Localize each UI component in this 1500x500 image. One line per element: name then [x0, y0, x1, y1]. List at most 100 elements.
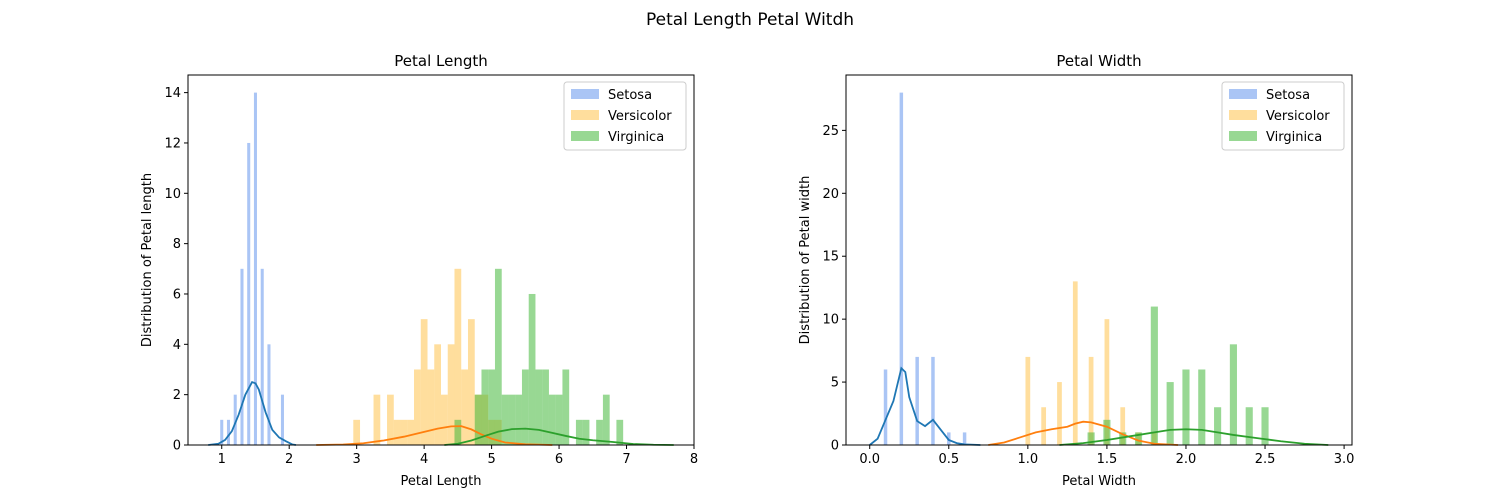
- x-tick-label: 1.5: [1097, 452, 1118, 467]
- y-tick-label: 12: [164, 136, 181, 151]
- legend-label-setosa: Setosa: [608, 88, 652, 103]
- chart-panel-2: 0.0 0.5 1.0 1.5 2.0 2.5 3.0 0 5 10 15 20 25 Petal Wid…: [798, 52, 1354, 489]
- kde-line-virginica: [1059, 428, 1329, 446]
- legend-swatch-versicolor: [1229, 110, 1257, 120]
- kde-line-virginica: [444, 427, 674, 446]
- bar-virginica-8: [1198, 369, 1206, 445]
- bar-setosa-3: [915, 356, 919, 445]
- y-tick-label: 20: [822, 187, 839, 202]
- y-tick-label: 2: [173, 388, 181, 403]
- bar-versicolor-5: [400, 419, 408, 445]
- legend-swatch-virginica: [571, 131, 599, 141]
- x-tick-label: 1.0: [1018, 452, 1039, 467]
- bar-versicolor-4: [1072, 281, 1078, 445]
- bar-setosa-1: [883, 369, 888, 445]
- bar-virginica-5: [494, 268, 502, 445]
- bar-versicolor-2: [373, 394, 381, 445]
- x-tick-label: 4: [420, 452, 428, 467]
- bar-setosa-9: [280, 394, 284, 445]
- y-tick-label: 15: [822, 250, 839, 265]
- bar-setosa-6: [253, 92, 257, 446]
- bar-virginica-12: [1261, 407, 1269, 445]
- bar-virginica-1: [454, 419, 462, 445]
- y-tick-label: 4: [173, 338, 181, 353]
- x-tick-label: 8: [690, 452, 698, 467]
- bar-virginica-11: [1245, 407, 1253, 445]
- bar-virginica-9: [521, 369, 529, 445]
- bar-virginica-19: [602, 394, 610, 445]
- y-tick-label: 10: [164, 187, 181, 202]
- axes-frame: [187, 74, 695, 446]
- legend-swatch-setosa: [1229, 89, 1257, 99]
- y-tick-label: 14: [164, 86, 181, 101]
- bar-versicolor-8: [420, 319, 428, 445]
- kde-line-setosa: [869, 366, 981, 446]
- bar-versicolor-7: [1120, 407, 1126, 445]
- legend-label-virginica: Virginica: [608, 130, 664, 145]
- bar-versicolor-4: [393, 419, 401, 445]
- bar-versicolor-11: [441, 394, 448, 445]
- x-tick-label: 2.5: [1255, 452, 1276, 467]
- bar-virginica-16: [575, 419, 583, 445]
- y-tick-label: 6: [173, 287, 181, 302]
- bar-virginica-1: [1087, 432, 1095, 445]
- bar-virginica-17: [582, 419, 590, 445]
- chart-title: Petal Width: [1056, 52, 1141, 70]
- bar-setosa-4: [931, 356, 935, 445]
- bar-virginica-6: [501, 394, 509, 445]
- bar-virginica-7: [1182, 369, 1190, 445]
- bar-versicolor-5: [1088, 356, 1094, 445]
- x-axis-label: Petal Length: [400, 474, 481, 489]
- legend-label-versicolor: Versicolor: [1266, 109, 1330, 124]
- bar-virginica-14: [555, 394, 563, 445]
- x-tick-label: 3.0: [1334, 452, 1355, 467]
- bar-virginica-10: [1229, 344, 1237, 445]
- figure-title: Petal Length Petal Witdh: [646, 10, 854, 30]
- kde-line-versicolor: [988, 420, 1179, 446]
- bar-versicolor-3: [1057, 382, 1062, 445]
- x-tick-label: 2: [285, 452, 293, 467]
- y-tick-label: 0: [831, 439, 839, 454]
- bar-series-virginica: [1087, 306, 1269, 445]
- bar-virginica-18: [596, 419, 603, 445]
- bar-versicolor-3: [387, 394, 394, 445]
- bar-virginica-20: [616, 419, 624, 445]
- y-tick-label: 10: [822, 313, 839, 328]
- kde-line-setosa: [208, 380, 297, 446]
- x-axis-label: Petal Width: [1062, 474, 1136, 489]
- bar-virginica-13: [548, 394, 556, 445]
- bar-setosa-8: [267, 344, 271, 445]
- legend-swatch-versicolor: [571, 110, 599, 120]
- y-tick-label: 5: [831, 376, 839, 391]
- bar-virginica-2: [474, 394, 482, 445]
- bar-versicolor-9: [427, 369, 435, 445]
- bar-versicolor-2: [1041, 407, 1047, 445]
- chart-title: Petal Length: [394, 52, 488, 70]
- bar-setosa-2: [899, 92, 904, 446]
- bar-virginica-11: [535, 369, 543, 445]
- bar-setosa-5: [247, 142, 251, 445]
- x-tick-label: 0.0: [859, 452, 880, 467]
- bar-versicolor-12: [447, 344, 455, 445]
- x-tick-label: 5: [487, 452, 495, 467]
- bar-versicolor-6: [1104, 319, 1110, 445]
- bar-virginica-3: [1119, 432, 1127, 445]
- bar-virginica-5: [1150, 306, 1158, 445]
- x-tick-label: 0.5: [938, 452, 959, 467]
- bar-series-versicolor: [1025, 281, 1157, 445]
- bar-series-virginica: [454, 268, 624, 445]
- bar-virginica-6: [1166, 382, 1174, 445]
- legend: Setosa Versicolor Virginica: [563, 81, 687, 151]
- bar-virginica-9: [1214, 407, 1222, 445]
- bar-virginica-4: [1134, 432, 1143, 445]
- bar-virginica-10: [528, 293, 536, 445]
- bar-virginica-4: [488, 369, 495, 445]
- bar-setosa-3: [233, 394, 237, 445]
- bar-versicolor-15: [467, 319, 475, 445]
- x-tick-label: 6: [555, 452, 563, 467]
- axes-frame: [845, 74, 1353, 446]
- bar-versicolor-1: [353, 419, 361, 445]
- bar-versicolor-6: [407, 419, 415, 445]
